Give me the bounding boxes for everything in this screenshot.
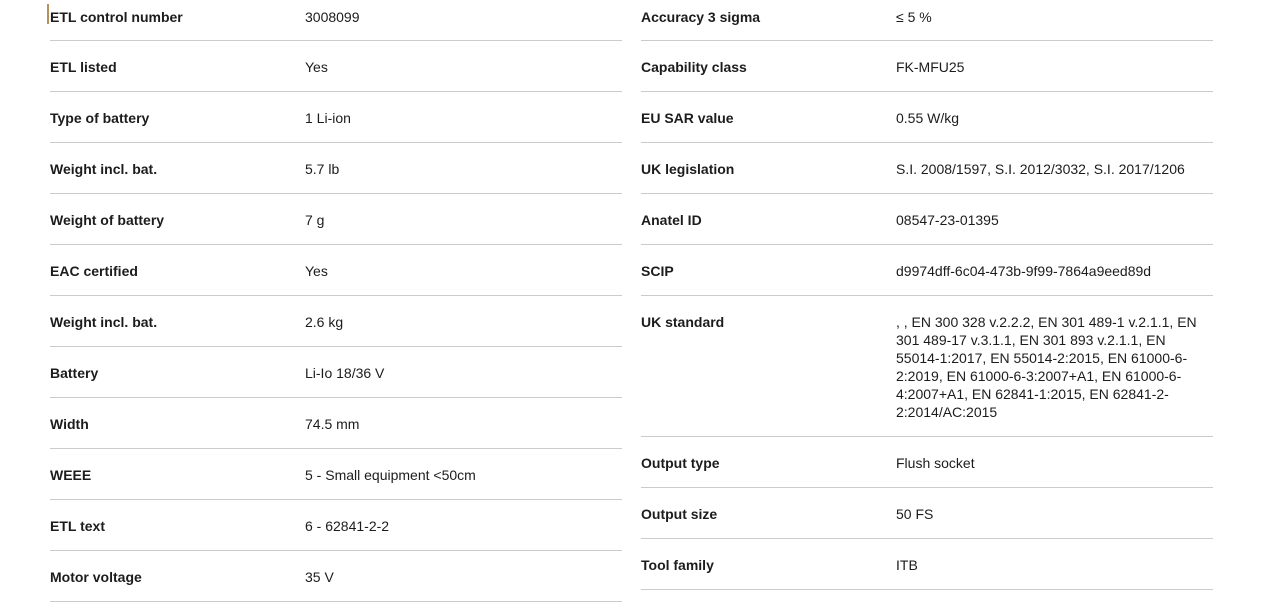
spec-label: WEEE <box>50 467 92 483</box>
spec-value: 50 FS <box>896 506 934 522</box>
spec-label: Output size <box>641 506 718 522</box>
spec-value: S.I. 2008/1597, S.I. 2012/3032, S.I. 201… <box>896 161 1185 177</box>
spec-value: 35 V <box>305 569 334 585</box>
spec-label: Weight incl. bat. <box>50 161 158 177</box>
spec-row: EU SAR value 0.55 W/kg <box>641 92 1213 143</box>
spec-row: Battery Li-Io 18/36 V <box>50 347 622 398</box>
spec-value: ≤ 5 % <box>896 9 932 25</box>
spec-label: Accuracy 3 sigma <box>641 9 761 25</box>
spec-label: Motor voltage <box>50 569 142 585</box>
spec-row: EAC certified Yes <box>50 245 622 296</box>
spec-row: Weight incl. bat. 5.7 lb <box>50 143 622 194</box>
spec-label: SCIP <box>641 263 674 279</box>
spec-value: 2.6 kg <box>305 314 344 330</box>
spec-row: Accuracy 3 sigma ≤ 5 % <box>641 0 1213 41</box>
spec-label: UK standard <box>641 314 725 330</box>
spec-value: FK-MFU25 <box>896 59 965 75</box>
spec-label: Weight of battery <box>50 212 165 228</box>
spec-label: Battery <box>50 365 99 381</box>
spec-value: 7 g <box>305 212 325 228</box>
spec-row: Weight of battery 7 g <box>50 194 622 245</box>
spec-row: WEEE 5 - Small equipment <50cm <box>50 449 622 500</box>
spec-value: , , EN 300 328 v.2.2.2, EN 301 489-1 v.2… <box>896 314 1197 420</box>
spec-label: Type of battery <box>50 110 150 126</box>
spec-value: 5.7 lb <box>305 161 340 177</box>
spec-row: ETL listed Yes <box>50 41 622 92</box>
spec-row: Motor voltage 35 V <box>50 551 622 602</box>
spec-value: 3008099 <box>305 9 360 25</box>
spec-row: Weight incl. bat. 2.6 kg <box>50 296 622 347</box>
spec-row: UK standard , , EN 300 328 v.2.2.2, EN 30… <box>641 296 1213 437</box>
spec-value: d9974dff-6c04-473b-9f99-7864a9eed89d <box>896 263 1152 279</box>
spec-label: EU SAR value <box>641 110 734 126</box>
spec-label: UK legislation <box>641 161 735 177</box>
spec-row: SCIP d9974dff-6c04-473b-9f99-7864a9eed89d <box>641 245 1213 296</box>
spec-label: Anatel ID <box>641 212 702 228</box>
spec-value: Li-Io 18/36 V <box>305 365 385 381</box>
spec-row: Output type Flush socket <box>641 437 1213 488</box>
caret-mark <box>47 4 49 24</box>
spec-row: Output size 50 FS <box>641 488 1213 539</box>
spec-row: Capability class FK-MFU25 <box>641 41 1213 92</box>
spec-table-right: Accuracy 3 sigma ≤ 5 % Capability class FK-… <box>641 0 1213 602</box>
spec-label: Width <box>50 416 89 432</box>
spec-label: Capability class <box>641 59 747 75</box>
spec-label: Tool family <box>641 557 714 573</box>
spec-value: Flush socket <box>896 455 975 471</box>
spec-value: 1 Li-ion <box>305 110 351 126</box>
spec-row: Tool family ITB <box>641 539 1213 590</box>
spec-value: 6 - 62841-2-2 <box>305 518 390 534</box>
spec-label: ETL control number <box>50 9 183 25</box>
spec-row: ETL control number 3008099 <box>50 0 622 41</box>
spec-row: Anatel ID 08547-23-01395 <box>641 194 1213 245</box>
spec-label: ETL text <box>50 518 105 534</box>
spec-value: ITB <box>896 557 918 573</box>
spec-table-left: ETL control number 3008099 ETL listed Yes Ty… <box>50 0 622 602</box>
spec-value: 0.55 W/kg <box>896 110 960 126</box>
spec-value: 5 - Small equipment <50cm <box>305 467 476 483</box>
spec-value: 74.5 mm <box>305 416 360 432</box>
spec-row: Type of battery 1 Li-ion <box>50 92 622 143</box>
spec-label: EAC certified <box>50 263 138 279</box>
spec-row: UK legislation S.I. 2008/1597, S.I. 2012/… <box>641 143 1213 194</box>
spec-label: ETL listed <box>50 59 117 75</box>
spec-value: Yes <box>305 263 328 279</box>
spec-row: ETL text 6 - 62841-2-2 <box>50 500 622 551</box>
spec-label: Output type <box>641 455 720 471</box>
spec-label: Weight incl. bat. <box>50 314 158 330</box>
spec-row: Width 74.5 mm <box>50 398 622 449</box>
spec-value: Yes <box>305 59 328 75</box>
spec-value: 08547-23-01395 <box>896 212 999 228</box>
